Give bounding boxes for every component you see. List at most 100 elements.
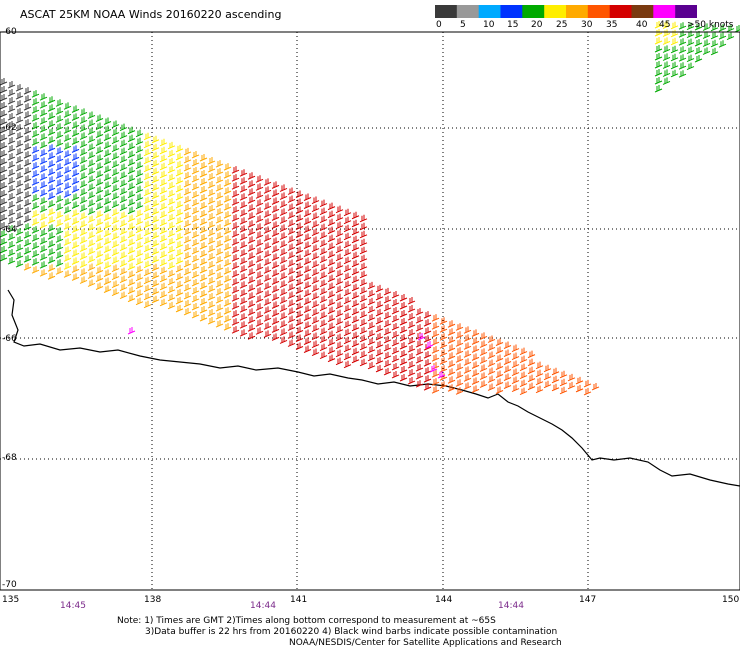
wind-barb	[215, 312, 224, 320]
wind-barb	[127, 254, 136, 263]
wind-barb	[271, 213, 280, 221]
wind-barb	[23, 143, 32, 151]
wind-barb	[335, 213, 344, 222]
wind-barb	[327, 306, 336, 315]
wind-barb	[31, 234, 40, 242]
wind-barb	[23, 151, 32, 159]
wind-barb	[127, 174, 136, 183]
wind-barb	[175, 256, 184, 265]
wind-barb	[127, 246, 136, 255]
wind-barb	[367, 361, 376, 370]
wind-barb	[23, 167, 32, 175]
wind-barb	[111, 120, 120, 129]
wind-barb	[287, 235, 296, 243]
wind-barb	[87, 223, 96, 231]
wind-barb	[247, 204, 256, 212]
wind-barb	[239, 321, 248, 329]
wind-barb	[183, 251, 192, 260]
wind-barb	[215, 288, 224, 296]
wind-barb	[383, 319, 392, 328]
wind-barb	[79, 196, 88, 204]
wind-barb	[407, 353, 416, 361]
wind-barb	[239, 281, 248, 289]
wind-barb	[231, 302, 240, 310]
wind-barb	[15, 148, 24, 156]
wind-barb	[207, 197, 216, 205]
wind-barb	[55, 179, 64, 187]
wind-barb	[7, 121, 16, 129]
wind-barb	[686, 62, 695, 71]
wind-barb	[487, 343, 496, 351]
wind-barb	[79, 108, 88, 116]
wind-barb	[718, 32, 727, 40]
wind-barb	[223, 251, 232, 259]
wind-barb	[143, 188, 152, 197]
wind-barb	[327, 250, 336, 259]
wind-barb	[367, 289, 376, 298]
wind-barb	[79, 252, 88, 260]
wind-barb	[119, 155, 128, 164]
wind-barb	[95, 202, 104, 210]
wind-barb	[175, 160, 184, 169]
wind-barb	[295, 214, 304, 222]
wind-barb	[151, 271, 160, 280]
wind-barb	[287, 267, 296, 275]
wind-barb	[71, 225, 80, 233]
wind-barb	[71, 153, 80, 161]
wind-barb	[79, 132, 88, 140]
wind-barb	[143, 220, 152, 229]
wind-barb	[359, 238, 368, 247]
wind-barb	[391, 306, 400, 315]
wind-barb	[135, 185, 144, 194]
wind-barb	[343, 248, 352, 257]
wind-barb	[279, 312, 288, 320]
wind-barb	[207, 277, 216, 285]
wind-barb	[151, 223, 160, 232]
wind-barb	[383, 367, 392, 376]
wind-barb	[183, 203, 192, 212]
wind-barb	[279, 328, 288, 336]
wind-barb	[327, 338, 336, 347]
wind-barb	[455, 339, 464, 347]
wind-barb	[167, 301, 176, 310]
wind-barb	[359, 326, 368, 335]
wind-barb	[255, 303, 264, 311]
wind-barb	[95, 130, 104, 138]
wind-barb	[239, 297, 248, 305]
wind-barb	[167, 157, 176, 166]
wind-barb	[79, 180, 88, 188]
wind-barb	[167, 237, 176, 246]
wind-barb	[367, 313, 376, 322]
wind-barb	[271, 181, 280, 189]
wind-barb	[359, 294, 368, 303]
wind-barb	[119, 291, 128, 300]
colorbar-label: 5	[460, 20, 466, 30]
wind-barb	[559, 386, 568, 395]
wind-barb	[343, 216, 352, 225]
wind-barb	[686, 46, 695, 55]
wind-barb	[247, 268, 256, 276]
wind-barb	[383, 311, 392, 320]
wind-barb	[327, 354, 336, 363]
wind-barb	[7, 201, 16, 209]
wind-barb	[79, 124, 88, 132]
wind-barb	[287, 211, 296, 219]
wind-barb	[511, 384, 520, 393]
wind-barb	[111, 240, 120, 249]
wind-barb	[135, 273, 144, 282]
wind-barb	[119, 147, 128, 156]
wind-barb	[335, 229, 344, 238]
wind-barb	[159, 162, 168, 171]
wind-barb	[519, 379, 528, 388]
wind-barb	[183, 179, 192, 188]
wind-barb	[159, 274, 168, 283]
wind-barb	[559, 378, 568, 387]
wind-barb	[415, 372, 424, 380]
wind-barb	[303, 241, 312, 249]
wind-barb	[231, 174, 240, 182]
wind-barb	[718, 40, 727, 48]
wind-barb	[511, 360, 520, 369]
wind-barb	[287, 275, 296, 283]
wind-barb	[7, 249, 16, 257]
colorbar-swatch	[522, 5, 545, 18]
